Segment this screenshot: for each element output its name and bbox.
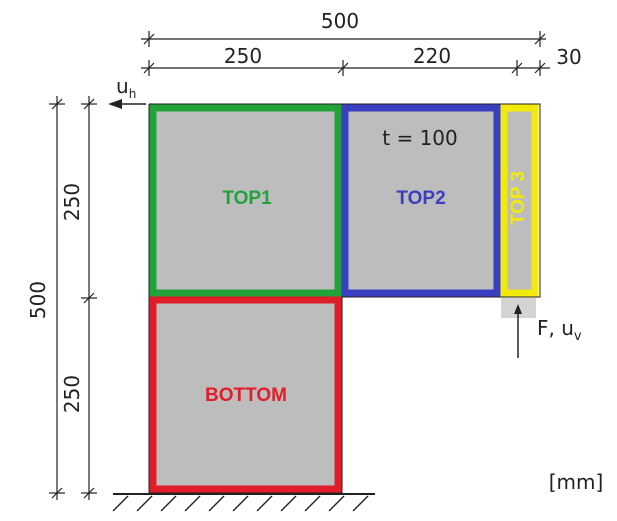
dim-top-mid: 220: [413, 44, 451, 68]
block-top1: [149, 104, 342, 297]
force-arrow: [514, 304, 522, 358]
label-top1: TOP1: [222, 188, 272, 209]
thickness-label: t = 100: [382, 126, 458, 150]
uh-symbol: u: [116, 74, 129, 98]
dim-left-lower: 250: [60, 375, 84, 413]
label-top3: TOP 3: [508, 171, 529, 225]
force-label: F, uv: [537, 316, 582, 344]
block-top2: [341, 104, 501, 297]
ground-support: [112, 493, 375, 512]
label-bottom: BOTTOM: [205, 385, 287, 406]
block-bottom: [149, 296, 342, 493]
top-dimension-lines: [141, 31, 550, 76]
dim-top-right: 30: [556, 45, 581, 69]
dim-top-left: 250: [224, 44, 262, 68]
dim-left-upper: 250: [60, 183, 84, 221]
uh-arrow: [108, 99, 146, 109]
force-subscript: v: [574, 329, 582, 344]
dim-left-total: 500: [26, 281, 50, 319]
units-label: [mm]: [549, 470, 604, 494]
uh-label: uh: [116, 74, 136, 101]
block-top3: [500, 104, 539, 297]
dim-top-total: 500: [321, 9, 359, 33]
left-dimension-lines: [49, 96, 97, 500]
force-text: F, u: [537, 316, 574, 340]
label-top2: TOP2: [396, 188, 445, 209]
uh-subscript: h: [129, 87, 137, 101]
